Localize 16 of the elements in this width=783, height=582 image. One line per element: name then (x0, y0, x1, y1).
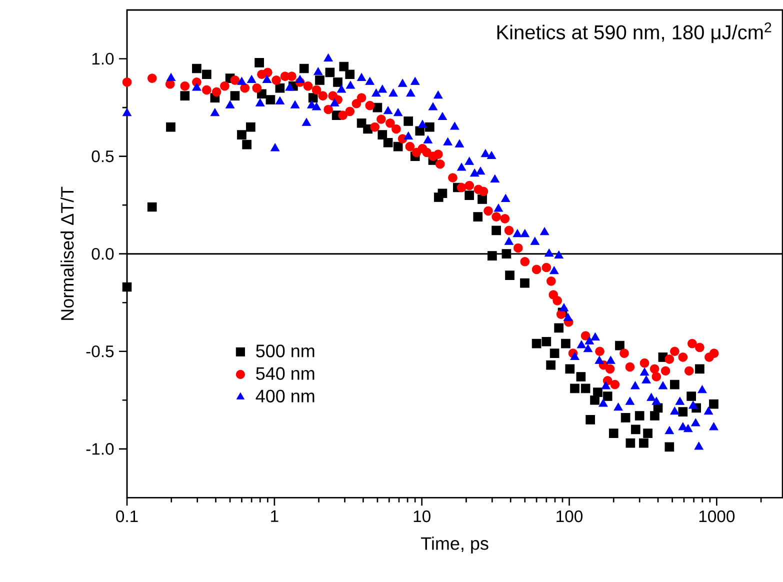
y-tick-label: -0.5 (86, 345, 114, 358)
legend-label: 540 nm (256, 367, 314, 380)
x-tick-label: 100 (556, 510, 582, 522)
legend-label: 400 nm (256, 390, 314, 402)
legend-label: 500 nm (256, 344, 314, 358)
y-axis-title: Normalised ΔT/T (60, 186, 74, 320)
x-axis-title: Time, ps (421, 536, 488, 554)
x-tick-label: 0.1 (116, 510, 138, 522)
y-tick-label: 1.0 (92, 52, 114, 65)
y-tick-label: 0.5 (92, 150, 114, 162)
x-tick-label: 1 (271, 510, 278, 522)
x-tick-label: 1000 (699, 510, 735, 522)
y-tick-label: 0.0 (92, 248, 114, 260)
y-tick-label: -1.0 (86, 443, 114, 455)
x-tick-label: 10 (414, 510, 430, 522)
text: Kinetics at 590 nm, 180 μJ/cm$^{2}$ (497, 22, 772, 44)
